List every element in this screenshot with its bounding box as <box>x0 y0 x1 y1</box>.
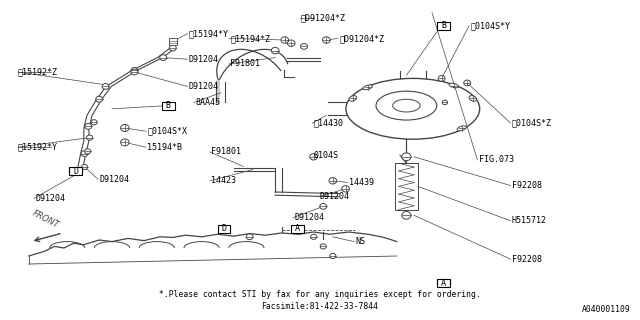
FancyBboxPatch shape <box>162 101 175 110</box>
Text: F91801: F91801 <box>211 148 241 156</box>
Text: FRONT: FRONT <box>31 209 61 230</box>
Ellipse shape <box>323 37 330 43</box>
Ellipse shape <box>442 100 447 105</box>
Ellipse shape <box>131 68 138 73</box>
Text: D91204: D91204 <box>320 192 350 201</box>
Ellipse shape <box>376 91 436 120</box>
Ellipse shape <box>320 204 326 209</box>
Text: A: A <box>295 224 300 233</box>
Text: 8AA45: 8AA45 <box>195 98 220 107</box>
Ellipse shape <box>120 124 129 132</box>
Text: ※0104S*Z: ※0104S*Z <box>512 119 552 128</box>
Ellipse shape <box>301 44 307 49</box>
Ellipse shape <box>464 80 470 86</box>
Ellipse shape <box>329 178 337 184</box>
Ellipse shape <box>281 37 289 43</box>
Text: ※0104S*X: ※0104S*X <box>147 127 188 136</box>
Text: ※15194*Z: ※15194*Z <box>230 34 270 43</box>
Text: ※15192*Z: ※15192*Z <box>18 68 58 76</box>
Ellipse shape <box>91 120 97 125</box>
Ellipse shape <box>84 149 91 154</box>
Ellipse shape <box>170 45 176 51</box>
FancyBboxPatch shape <box>218 225 230 233</box>
FancyBboxPatch shape <box>437 21 450 30</box>
Ellipse shape <box>271 47 279 54</box>
Text: D91204: D91204 <box>189 82 219 91</box>
Ellipse shape <box>310 234 317 239</box>
Ellipse shape <box>449 83 459 88</box>
FancyBboxPatch shape <box>169 38 177 45</box>
Ellipse shape <box>85 124 92 129</box>
Text: FIG.073: FIG.073 <box>479 156 514 164</box>
Text: F92208: F92208 <box>512 255 542 264</box>
Ellipse shape <box>160 55 166 60</box>
Ellipse shape <box>402 212 411 219</box>
Ellipse shape <box>96 96 102 102</box>
Ellipse shape <box>296 226 303 232</box>
Ellipse shape <box>457 126 467 131</box>
Text: D: D <box>221 224 227 233</box>
Text: D91204: D91204 <box>189 55 219 64</box>
Text: NS: NS <box>355 237 365 246</box>
Text: 0104S: 0104S <box>314 151 339 160</box>
Text: ※D91204*Z: ※D91204*Z <box>339 34 384 43</box>
Text: ※D91204*Z: ※D91204*Z <box>301 13 346 22</box>
FancyBboxPatch shape <box>437 279 450 287</box>
FancyBboxPatch shape <box>69 167 82 175</box>
Text: ※15194*Y: ※15194*Y <box>189 29 229 38</box>
Text: ※14430: ※14430 <box>314 119 344 128</box>
Ellipse shape <box>342 186 349 192</box>
Ellipse shape <box>246 234 253 240</box>
Ellipse shape <box>131 69 138 75</box>
Ellipse shape <box>81 164 88 170</box>
Text: D: D <box>73 167 78 176</box>
FancyBboxPatch shape <box>291 225 304 233</box>
Ellipse shape <box>349 96 356 101</box>
Text: A: A <box>441 279 446 288</box>
Text: Facsimile:81-422-33-7844: Facsimile:81-422-33-7844 <box>262 302 378 311</box>
Ellipse shape <box>86 135 93 140</box>
Text: 14439: 14439 <box>349 178 374 187</box>
Ellipse shape <box>346 78 480 139</box>
Ellipse shape <box>469 96 477 101</box>
Ellipse shape <box>81 151 88 156</box>
Text: A040001109: A040001109 <box>582 305 630 314</box>
Ellipse shape <box>310 154 317 160</box>
Text: F92208: F92208 <box>512 181 542 190</box>
Text: 14423: 14423 <box>211 176 236 185</box>
Text: D91204: D91204 <box>294 213 324 222</box>
Text: B: B <box>166 101 171 110</box>
Text: D91204: D91204 <box>99 175 129 184</box>
Text: D91204: D91204 <box>35 194 65 203</box>
Text: B: B <box>441 21 446 30</box>
Ellipse shape <box>393 99 420 112</box>
Ellipse shape <box>438 76 445 81</box>
Text: F91801: F91801 <box>230 60 260 68</box>
Text: ※15192*Y: ※15192*Y <box>18 143 58 152</box>
Ellipse shape <box>320 244 326 249</box>
Ellipse shape <box>330 253 336 259</box>
Ellipse shape <box>363 85 372 90</box>
Text: *.Please contact STI by fax for any inquiries except for ordering.: *.Please contact STI by fax for any inqu… <box>159 290 481 299</box>
Ellipse shape <box>102 84 109 89</box>
Ellipse shape <box>120 139 129 146</box>
Text: 15194*B: 15194*B <box>147 143 182 152</box>
Ellipse shape <box>287 40 295 46</box>
Text: ※0104S*Y: ※0104S*Y <box>470 21 511 30</box>
Text: H515712: H515712 <box>512 216 547 225</box>
Ellipse shape <box>402 153 411 161</box>
FancyBboxPatch shape <box>395 163 418 210</box>
